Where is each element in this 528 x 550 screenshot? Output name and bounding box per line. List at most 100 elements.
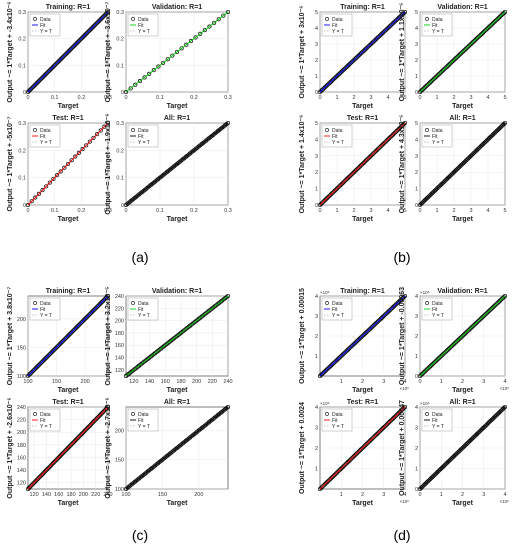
data-point <box>339 465 344 470</box>
legend-label: Data <box>432 301 443 307</box>
data-point <box>396 299 401 304</box>
data-markers <box>317 9 408 95</box>
data-point <box>377 145 382 150</box>
data-point <box>483 139 488 144</box>
legend-label: Fit <box>40 23 46 29</box>
data-point <box>331 190 336 195</box>
data-point <box>51 348 56 353</box>
data-point <box>67 332 72 337</box>
data-point <box>35 80 40 85</box>
data-point <box>398 409 403 414</box>
x-tick-label: 1 <box>435 208 438 214</box>
data-point <box>328 192 333 197</box>
data-point <box>398 14 403 19</box>
data-point <box>378 32 383 37</box>
data-point <box>54 457 59 462</box>
data-point <box>46 69 51 74</box>
data-point <box>338 183 343 188</box>
x-tick-label: 3 <box>382 492 385 498</box>
data-point <box>449 172 454 177</box>
legend-label: Fit <box>40 134 46 140</box>
data-point <box>44 355 49 360</box>
plot-title: Training: R=1 <box>340 4 385 11</box>
data-point <box>358 448 363 453</box>
data-markers <box>123 293 231 379</box>
data-point <box>351 341 357 347</box>
data-point <box>456 449 461 454</box>
data-point <box>151 68 156 73</box>
plot-title: Validation: R=1 <box>437 4 487 11</box>
data-point <box>348 61 353 66</box>
data-point <box>84 31 89 36</box>
legend-label: Y = T <box>332 29 344 35</box>
data-point <box>333 359 338 364</box>
data-point <box>54 61 59 66</box>
data-point <box>353 168 358 174</box>
x-tick-label: 140 <box>145 379 154 385</box>
data-point <box>89 25 95 31</box>
data-point <box>427 80 432 85</box>
data-point <box>475 320 480 325</box>
data-point <box>326 194 331 199</box>
data-point <box>83 32 88 37</box>
x-tick-label: 0 <box>418 95 421 101</box>
data-point <box>441 68 446 73</box>
data-point <box>501 122 506 127</box>
x-axis-label: Target <box>58 103 80 110</box>
data-point <box>30 85 35 90</box>
data-point <box>80 430 85 435</box>
data-point <box>60 55 65 60</box>
data-point <box>479 427 484 432</box>
data-point <box>493 130 498 135</box>
data-point <box>441 352 446 357</box>
data-point <box>454 339 459 344</box>
x-tick-label: 5 <box>503 208 506 214</box>
data-point <box>495 300 500 305</box>
data-point <box>93 417 98 422</box>
fit-line <box>125 11 229 93</box>
data-point <box>31 481 36 486</box>
data-point <box>40 188 45 193</box>
data-point <box>59 340 64 345</box>
data-point <box>450 171 455 176</box>
legend-data-marker <box>425 128 429 132</box>
data-point <box>358 164 363 169</box>
data-point <box>44 184 49 189</box>
legend-label: Fit <box>432 23 438 29</box>
x-tick-label: 0.1 <box>51 95 59 101</box>
data-point <box>422 198 427 203</box>
data-point <box>361 160 366 165</box>
data-point <box>467 438 472 444</box>
data-point <box>37 78 42 83</box>
data-point <box>483 28 488 33</box>
data-point <box>28 484 33 489</box>
data-point <box>399 297 404 302</box>
data-point <box>455 450 460 455</box>
data-point <box>433 359 438 364</box>
data-point <box>64 447 69 452</box>
data-point <box>372 322 377 327</box>
data-point <box>479 143 484 148</box>
legend-box <box>421 297 453 321</box>
y-tick-label: 180 <box>115 331 124 337</box>
data-point <box>426 81 431 87</box>
data-point <box>85 30 90 35</box>
data-point <box>436 469 441 474</box>
y-axis-label: Output ~= 1*Target + 0.0024 <box>299 402 306 494</box>
data-point <box>445 176 450 181</box>
data-point <box>87 423 92 428</box>
data-point <box>462 159 467 164</box>
data-point <box>96 19 101 24</box>
plot-title: Training: R=1 <box>340 288 385 295</box>
data-point <box>419 372 424 377</box>
x-tick-label: 4 <box>503 379 506 385</box>
y-tick-label: 0 <box>415 90 418 96</box>
legend-label: Data <box>332 128 343 134</box>
data-point <box>434 186 440 191</box>
data-point <box>479 31 484 36</box>
legend-label: Fit <box>332 307 338 313</box>
data-point <box>461 160 466 165</box>
